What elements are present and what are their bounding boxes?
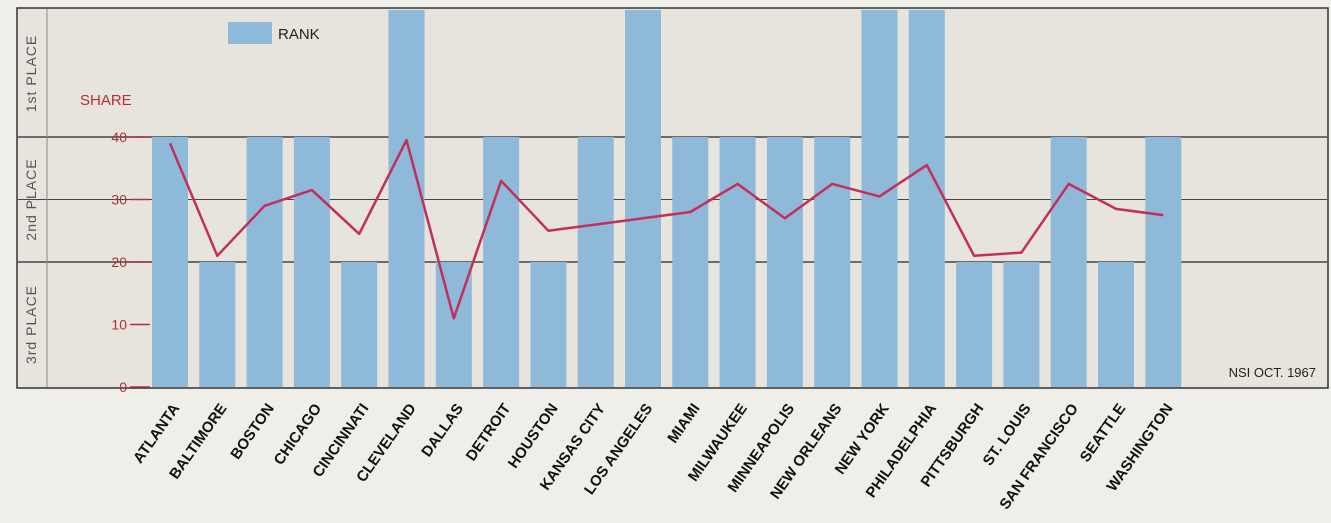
bar-houston [530, 262, 567, 387]
bar-detroit [483, 137, 520, 387]
bar-chicago [293, 137, 330, 387]
y-tick-label-20: 20 [111, 254, 127, 270]
legend: RANK SHARE [80, 22, 320, 109]
share-line [168, 138, 1164, 320]
bar-kansas-city [577, 137, 614, 387]
band-label-rank-1: 1st PLACE [23, 35, 39, 112]
y-tick-label-0: 0 [119, 379, 127, 395]
bar-baltimore [199, 262, 236, 387]
bar-new-york [861, 10, 898, 387]
share-line-path [168, 138, 1164, 320]
bar-milwaukee [719, 137, 756, 387]
y-axis-ticks: 0 10 20 30 40 [111, 129, 150, 395]
share-axis-title: SHARE [80, 92, 132, 109]
place-band-labels: 3rd PLACE 2nd PLACE 1st PLACE [23, 9, 48, 387]
y-tick-label-40: 40 [111, 129, 127, 145]
legend-rank-label: RANK [278, 26, 320, 43]
bars [152, 10, 1182, 387]
bar-atlanta [152, 137, 188, 387]
legend-rank-swatch [228, 22, 272, 44]
bar-boston [246, 137, 283, 387]
bar-new-orleans [814, 137, 851, 387]
bar-san-francisco [1050, 137, 1087, 387]
bar-cleveland [388, 10, 425, 387]
bar-minneapolis [766, 137, 803, 387]
bar-miami [672, 137, 709, 387]
bar-los-angeles [625, 10, 661, 387]
y-tick-label-30: 30 [111, 192, 127, 208]
bar-st-louis [1003, 262, 1040, 387]
source-note: NSI OCT. 1967 [1229, 365, 1316, 380]
band-label-rank-3: 3rd PLACE [23, 285, 39, 364]
y-tick-label-10: 10 [111, 317, 127, 333]
bar-washington [1145, 137, 1182, 387]
band-label-rank-2: 2nd PLACE [23, 158, 39, 240]
bar-pittsburgh [956, 262, 993, 387]
bar-cincinnati [341, 262, 378, 387]
bar-philadelphia [908, 10, 945, 387]
bar-seattle [1098, 262, 1134, 387]
